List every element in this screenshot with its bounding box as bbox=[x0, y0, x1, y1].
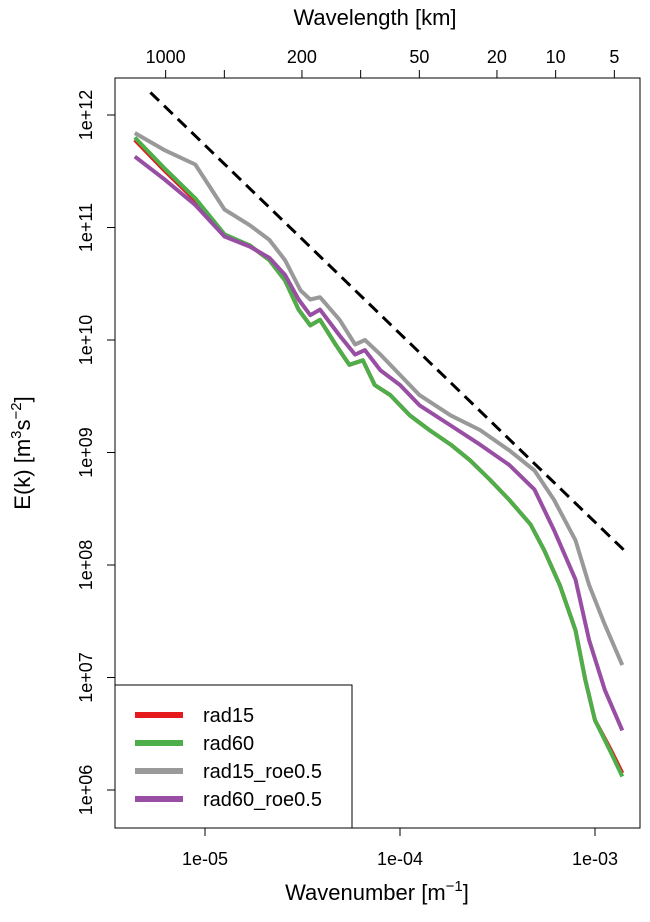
top-tick-label: 50 bbox=[409, 47, 429, 67]
x-tick-label: 1e-05 bbox=[182, 849, 228, 869]
y-tick-label: 1e+06 bbox=[76, 765, 96, 816]
reference-slope-line bbox=[149, 91, 626, 552]
top-tick-label: 200 bbox=[287, 47, 317, 67]
top-axis-title: Wavelength [km] bbox=[293, 5, 456, 30]
y-tick-label: 1e+09 bbox=[76, 427, 96, 478]
y-tick-label: 1e+07 bbox=[76, 652, 96, 703]
legend-label: rad60_roe0.5 bbox=[203, 789, 322, 811]
y-tick-label: 1e+10 bbox=[76, 315, 96, 366]
top-tick-label: 1000 bbox=[146, 47, 186, 67]
y-tick-label: 1e+12 bbox=[76, 90, 96, 141]
y-tick-label: 1e+08 bbox=[76, 540, 96, 591]
legend-label: rad15_roe0.5 bbox=[203, 761, 322, 783]
x-axis-title: Wavenumber [m−1] bbox=[285, 878, 469, 905]
y-axis-title: E(k) [m3s−2] bbox=[8, 396, 35, 509]
series-line-rad60-roe0-5 bbox=[133, 155, 625, 732]
top-tick-label: 20 bbox=[487, 47, 507, 67]
series-line-rad15 bbox=[133, 138, 625, 774]
x-tick-label: 1e-04 bbox=[377, 849, 423, 869]
top-tick-label: 5 bbox=[609, 47, 619, 67]
y-tick-label: 1e+11 bbox=[76, 203, 96, 252]
series-line-rad15-roe0-5 bbox=[133, 131, 625, 666]
legend-box bbox=[114, 684, 353, 829]
top-tick-label: 10 bbox=[546, 47, 566, 67]
axes-layer: 1e-05 1e-04 1e-03 1e+12 1e+11 1e+10 1e+09 1e+08… bbox=[76, 47, 619, 869]
series-line-rad60 bbox=[133, 136, 625, 778]
series-layer bbox=[133, 91, 626, 778]
x-tick-label: 1e-03 bbox=[572, 849, 618, 869]
legend-label: rad60 bbox=[203, 733, 254, 755]
legend: rad15 rad60 rad15_roe0.5 rad60_roe0.5 bbox=[114, 684, 353, 829]
legend-label: rad15 bbox=[203, 705, 254, 727]
